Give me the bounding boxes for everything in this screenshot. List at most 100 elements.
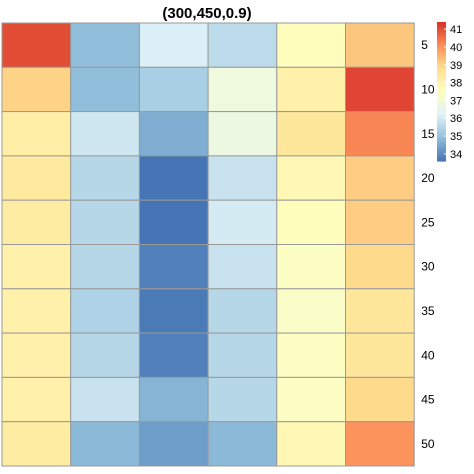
legend-gradient-segment bbox=[437, 23, 446, 27]
legend-gradient-segment bbox=[437, 147, 446, 150]
legend-gradient-segment bbox=[437, 113, 446, 116]
legend-gradient-segment bbox=[437, 49, 446, 53]
heatmap-cell-r35-c0.25 bbox=[276, 288, 346, 334]
legend-gradient-segment bbox=[437, 91, 446, 95]
heatmap-cell-r40-c0.25 bbox=[276, 332, 346, 378]
legend-label-35: 35 bbox=[450, 131, 462, 143]
legend-gradient-segment bbox=[437, 95, 446, 99]
legend-gradient-segment bbox=[437, 133, 446, 136]
legend-gradient-segment bbox=[437, 157, 446, 160]
row-label-15: 15 bbox=[421, 127, 435, 141]
heatmap-cell-r10-c0.3 bbox=[345, 66, 415, 113]
heatmap-cell-r40-c0.2 bbox=[207, 332, 278, 378]
heatmap-cell-r20-c0.15 bbox=[138, 155, 209, 201]
legend-gradient-segment bbox=[437, 123, 446, 126]
heatmap-cell-r20-c0.25 bbox=[276, 155, 346, 201]
row-label-5: 5 bbox=[421, 38, 428, 52]
row-label-30: 30 bbox=[421, 260, 435, 274]
heatmap-cell-r25-c0.15 bbox=[138, 199, 209, 245]
legend-gradient-segment bbox=[437, 47, 446, 51]
heatmap-cell-r35-c0.05 bbox=[1, 288, 72, 334]
column-tick-labels: 0.05 0.1 0.15 0.2 0.25 0.3 bbox=[25, 472, 389, 474]
heatmap-cell-r20-c0.2 bbox=[207, 155, 278, 201]
heatmap-cell-r45-c0.05 bbox=[1, 376, 72, 423]
column-label-0.2: 0.2 bbox=[234, 472, 251, 474]
legend-gradient-segment bbox=[437, 77, 446, 81]
row-label-10: 10 bbox=[421, 82, 435, 96]
heatmap-cell-r25-c0.1 bbox=[70, 199, 140, 245]
legend-gradient-segment bbox=[437, 43, 446, 47]
legend-gradient-segment bbox=[437, 137, 446, 140]
legend-gradient-segment bbox=[437, 93, 446, 97]
heatmap-cell-r40-c0.05 bbox=[1, 332, 72, 378]
heatmap-cell-r15-c0.05 bbox=[1, 111, 72, 157]
column-label-0.25: 0.25 bbox=[299, 472, 323, 474]
legend-gradient-segment bbox=[437, 101, 446, 105]
heatmap-cell-r45-c0.25 bbox=[276, 376, 346, 423]
legend-gradient-segment bbox=[437, 105, 446, 108]
legend-gradient-segment bbox=[437, 153, 446, 156]
legend-label-40: 40 bbox=[450, 42, 462, 54]
heatmap-cell-r25-c0.25 bbox=[276, 199, 346, 245]
heatmap-cell-r15-c0.2 bbox=[207, 111, 278, 157]
heatmap-cell-r35-c0.3 bbox=[345, 288, 415, 334]
heatmap-cell-r20-c0.3 bbox=[345, 155, 415, 201]
legend-gradient-segment bbox=[437, 135, 446, 138]
heatmap-cell-r40-c0.1 bbox=[70, 332, 140, 378]
legend-gradient-segment bbox=[437, 35, 446, 39]
heatmap-cell-r45-c0.2 bbox=[207, 376, 278, 423]
legend-gradient-segment bbox=[437, 71, 446, 75]
heatmap-cell-r45-c0.1 bbox=[70, 376, 140, 423]
legend-gradient-segment bbox=[437, 125, 446, 128]
legend-gradient-segment bbox=[437, 143, 446, 146]
legend-gradient-segment bbox=[437, 79, 446, 83]
heatmap-cell-r40-c0.3 bbox=[345, 332, 415, 378]
column-label-0.1: 0.1 bbox=[97, 472, 114, 474]
legend-gradient-segment bbox=[437, 73, 446, 77]
heatmap-cell-r50-c0.15 bbox=[138, 421, 209, 467]
heatmap-cell-r10-c0.15 bbox=[138, 66, 209, 113]
heatmap-cell-r20-c0.05 bbox=[1, 155, 72, 201]
legend-gradient-segment bbox=[437, 59, 446, 63]
heatmap-cell-r15-c0.15 bbox=[138, 111, 209, 157]
legend-gradient-segment bbox=[437, 27, 446, 31]
heatmap-cell-r30-c0.3 bbox=[345, 244, 415, 290]
heatmap-cells bbox=[1, 22, 415, 467]
heatmap-cell-r30-c0.1 bbox=[70, 244, 140, 290]
heatmap-cell-r5-c0.1 bbox=[70, 22, 140, 68]
heatmap-cell-r25-c0.05 bbox=[1, 199, 72, 245]
heatmap-cell-r35-c0.2 bbox=[207, 288, 278, 334]
legend-gradient-segment bbox=[437, 107, 446, 110]
legend-gradient-segment bbox=[437, 149, 446, 152]
column-label-0.05: 0.05 bbox=[25, 472, 49, 474]
heatmap-cell-r45-c0.3 bbox=[345, 376, 415, 423]
legend-gradient-segment bbox=[437, 22, 446, 25]
legend-label-36: 36 bbox=[450, 113, 462, 125]
legend-gradient-segment bbox=[437, 111, 446, 114]
legend-gradient-segment bbox=[437, 117, 446, 120]
heatmap-cell-r5-c0.15 bbox=[138, 22, 209, 68]
heatmap-cell-r25-c0.3 bbox=[345, 199, 415, 245]
legend-gradient-segment bbox=[437, 121, 446, 124]
legend-gradient-segment bbox=[437, 37, 446, 41]
heatmap-cell-r10-c0.2 bbox=[207, 66, 278, 113]
heatmap-cell-r25-c0.2 bbox=[207, 199, 278, 245]
heatmap-cell-r5-c0.25 bbox=[276, 22, 346, 68]
legend-gradient-segment bbox=[437, 87, 446, 91]
chart-title: (300,450,0.9) bbox=[162, 5, 251, 22]
heatmap-cell-r50-c0.1 bbox=[70, 421, 140, 467]
heatmap-cell-r30-c0.15 bbox=[138, 244, 209, 290]
heatmap-cell-r50-c0.05 bbox=[1, 421, 72, 467]
legend-gradient-segment bbox=[437, 103, 446, 106]
legend-label-38: 38 bbox=[450, 78, 462, 90]
heatmap-cell-r15-c0.25 bbox=[276, 111, 346, 157]
heatmap-cell-r40-c0.15 bbox=[138, 332, 209, 378]
row-label-25: 25 bbox=[421, 215, 435, 229]
heatmap-cell-r30-c0.25 bbox=[276, 244, 346, 290]
heatmap-cell-r10-c0.1 bbox=[70, 66, 140, 113]
legend-gradient-segment bbox=[437, 83, 446, 87]
legend-gradient-segment bbox=[437, 141, 446, 144]
heatmap-cell-r10-c0.25 bbox=[276, 66, 346, 113]
legend-gradient-segment bbox=[437, 109, 446, 112]
row-label-45: 45 bbox=[421, 393, 435, 407]
